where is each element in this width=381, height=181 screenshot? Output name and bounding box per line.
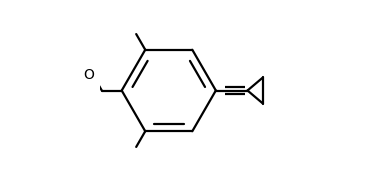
- Text: O: O: [84, 68, 94, 83]
